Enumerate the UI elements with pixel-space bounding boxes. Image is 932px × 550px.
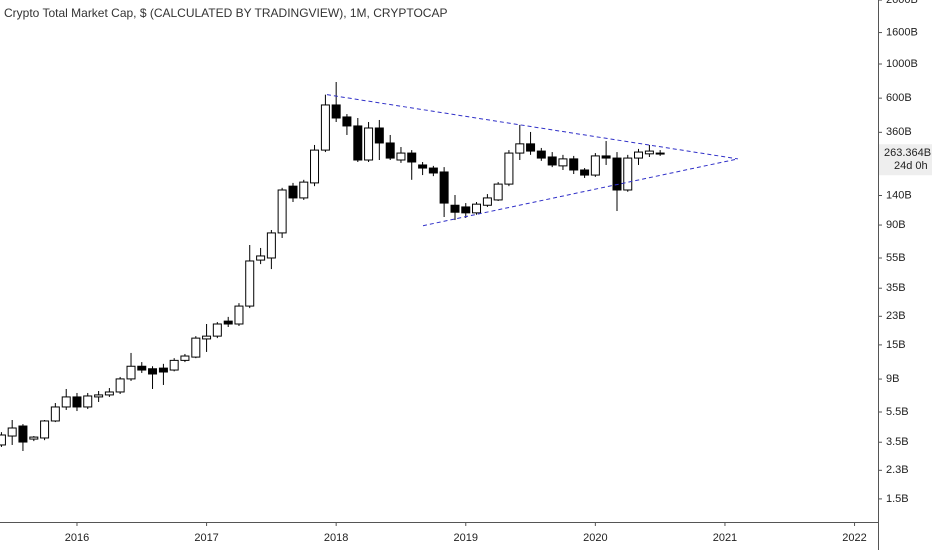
candle-body (29, 436, 39, 440)
candle-body (288, 185, 298, 199)
candle-body (590, 155, 600, 176)
x-tick-label: 2019 (454, 532, 478, 544)
candle-body (450, 204, 460, 213)
y-tick-label: 5.5B (886, 406, 909, 418)
candle-body (482, 197, 492, 206)
candle-body (461, 206, 471, 214)
y-tick-label: 90B (886, 219, 906, 231)
y-tick-label: 1.5B (886, 493, 909, 505)
candle-body (558, 158, 568, 167)
plot-area (0, 81, 665, 451)
candle-body (72, 396, 82, 408)
candle-body (439, 171, 449, 204)
candle-body (353, 125, 363, 161)
candle-body (504, 152, 514, 185)
y-tick-label: 9B (886, 373, 899, 385)
candle-body (580, 169, 590, 176)
candle-body (536, 150, 546, 159)
candle-body (493, 183, 503, 201)
candle-body (223, 320, 233, 325)
candle-body (331, 104, 341, 119)
candle-body (418, 164, 428, 169)
countdown-label: 24d 0h (894, 160, 928, 172)
y-tick-label: 1000B (886, 58, 918, 70)
candle-body (83, 395, 93, 408)
price-label-box (879, 144, 932, 176)
y-tick-label: 360B (886, 126, 912, 138)
candle-body (374, 127, 384, 144)
candle-body (364, 127, 374, 161)
candle-body (0, 434, 6, 446)
candle-body (126, 365, 136, 380)
candle-body (234, 305, 244, 325)
candle-body (320, 104, 330, 151)
candle-body (61, 396, 71, 408)
candle-body (202, 335, 212, 340)
x-tick-label: 2021 (713, 532, 737, 544)
x-tick-label: 2017 (194, 532, 218, 544)
y-tick-label: 140B (886, 189, 912, 201)
candle-body (569, 158, 579, 171)
candle-body (385, 142, 395, 159)
y-tick-label: 55B (886, 252, 906, 264)
candle-body (191, 337, 201, 358)
candle-body (277, 189, 287, 234)
candle-body (256, 255, 266, 261)
candle-body (601, 155, 611, 159)
candle-body (245, 260, 255, 307)
candle-body (515, 143, 525, 154)
candle-body (634, 151, 644, 159)
candle-body (266, 232, 276, 259)
candle-body (547, 156, 557, 166)
y-tick-label: 600B (886, 92, 912, 104)
candle-body (180, 355, 190, 361)
candle-body (310, 149, 320, 184)
candle-body (18, 425, 28, 443)
candle-body (655, 152, 665, 155)
candle-body (40, 420, 50, 439)
y-tick-label: 35B (886, 282, 906, 294)
candle-body (212, 323, 222, 337)
x-tick-label: 2020 (583, 532, 607, 544)
y-tick-label: 15B (886, 339, 906, 351)
candle-body (104, 391, 114, 396)
candle-body (526, 143, 536, 152)
candle-body (7, 427, 17, 437)
candle-body (428, 167, 438, 174)
y-tick-label: 1600B (886, 26, 918, 38)
candle-body (169, 359, 179, 371)
x-tick-label: 2022 (842, 532, 866, 544)
chart-title: Crypto Total Market Cap, $ (CALCULATED B… (4, 6, 447, 20)
y-tick-label: 3.5B (886, 436, 909, 448)
candle-body (137, 365, 147, 371)
candle-body (623, 157, 633, 191)
candle-body (342, 116, 352, 127)
candle-body (407, 152, 417, 163)
candle-body (612, 157, 622, 191)
x-tick-label: 2016 (65, 532, 89, 544)
candle-body (148, 368, 158, 375)
candle-body (115, 378, 125, 393)
candle-body (50, 406, 60, 422)
x-tick-label: 2018 (324, 532, 348, 544)
y-tick-label: 23B (886, 310, 906, 322)
candle-body (299, 181, 309, 199)
candle-body (472, 203, 482, 214)
candle-body (94, 394, 104, 398)
candle-body (396, 152, 406, 161)
candle-body (644, 150, 654, 155)
trendline (422, 158, 739, 227)
candle-body (158, 367, 168, 373)
trendline (326, 94, 738, 160)
y-tick-label: 2.3B (886, 464, 909, 476)
price-label: 263.364B (884, 147, 931, 159)
y-tick-label: 2600B (886, 0, 918, 6)
